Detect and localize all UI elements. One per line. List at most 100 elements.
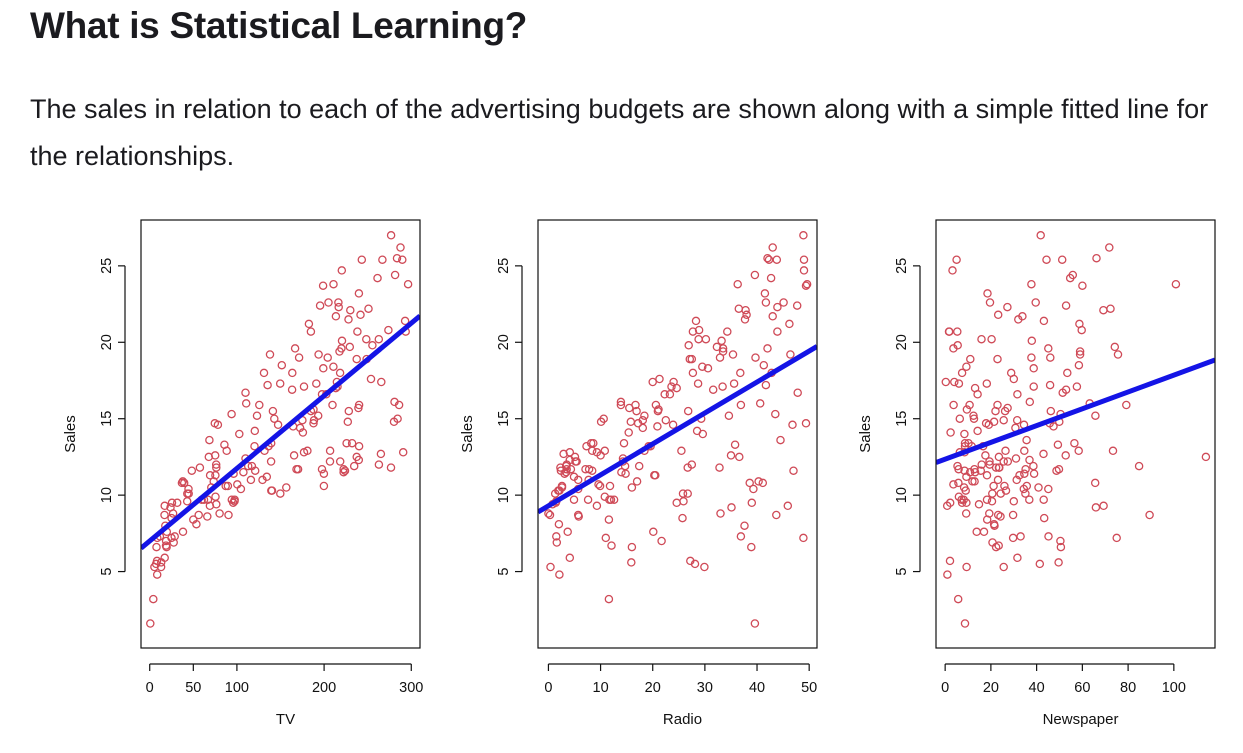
data-point — [1074, 360, 1084, 370]
data-point — [211, 492, 220, 501]
data-point — [736, 368, 745, 378]
data-point — [723, 327, 732, 336]
data-point — [582, 441, 591, 451]
data-point — [584, 464, 594, 474]
data-point — [726, 451, 736, 460]
data-point — [943, 570, 952, 579]
data-point — [788, 420, 797, 430]
y-axis-label: Sales — [62, 415, 79, 453]
x-tick-label: 100 — [225, 680, 249, 696]
data-point — [783, 501, 793, 511]
data-point — [649, 527, 658, 537]
data-point — [1061, 451, 1070, 460]
data-point — [1039, 495, 1048, 504]
data-point — [625, 403, 634, 413]
data-point — [287, 385, 297, 394]
data-point — [1063, 368, 1072, 378]
data-point — [569, 472, 579, 482]
y-tick-label: 10 — [894, 487, 910, 503]
data-point — [742, 310, 751, 320]
data-point — [993, 310, 1003, 320]
data-point — [779, 298, 788, 307]
y-tick-label: 5 — [99, 568, 115, 576]
data-point — [991, 406, 1000, 416]
data-point — [973, 390, 982, 399]
data-point — [999, 415, 1008, 425]
data-point — [1027, 353, 1036, 362]
x-tick-label: 30 — [697, 680, 713, 696]
data-point — [999, 457, 1008, 466]
data-point — [1056, 536, 1065, 546]
data-point — [991, 463, 1001, 472]
y-tick-label: 25 — [894, 258, 910, 274]
data-point — [161, 536, 171, 546]
data-point — [993, 510, 1003, 520]
data-point — [717, 336, 726, 346]
data-point — [687, 460, 697, 469]
data-point — [763, 344, 772, 353]
data-point — [952, 255, 961, 264]
data-point — [182, 497, 192, 506]
data-point — [979, 527, 989, 537]
data-point — [354, 455, 364, 465]
data-point — [215, 509, 224, 518]
x-tick-label: 50 — [801, 680, 817, 696]
y-tick-label: 15 — [894, 411, 910, 427]
data-point — [678, 489, 688, 498]
data-point — [573, 510, 583, 520]
data-point — [1061, 385, 1071, 394]
x-tick-label: 10 — [593, 680, 609, 696]
data-point — [353, 327, 362, 336]
data-point — [758, 478, 768, 488]
data-point — [583, 495, 593, 504]
data-point — [946, 428, 955, 437]
y-tick-label: 10 — [496, 487, 512, 503]
data-point — [1021, 464, 1030, 474]
data-point — [965, 400, 974, 410]
data-point — [604, 515, 614, 524]
data-point — [626, 417, 636, 427]
data-point — [960, 619, 970, 628]
data-point — [982, 379, 992, 388]
data-point — [263, 380, 272, 390]
data-point — [556, 466, 566, 475]
data-point — [160, 510, 169, 520]
data-point — [754, 477, 763, 486]
data-point — [793, 388, 802, 397]
data-point — [299, 382, 309, 391]
data-point — [688, 368, 698, 378]
x-tick-label: 50 — [185, 680, 201, 696]
data-point — [955, 414, 965, 423]
data-point — [309, 419, 318, 428]
data-point — [555, 570, 564, 579]
scatter-plot-tv-svg: 0 50 100 200 300 TV 5 10 15 20 25 Sales — [62, 219, 423, 728]
data-point — [1034, 483, 1043, 492]
data-point — [982, 515, 992, 524]
data-point — [941, 377, 951, 387]
data-point — [546, 562, 555, 572]
data-point — [1070, 438, 1079, 448]
data-point — [243, 461, 253, 471]
y-tick-label: 25 — [496, 258, 512, 274]
data-point — [239, 467, 248, 477]
data-point — [1019, 484, 1029, 494]
data-point — [1054, 558, 1063, 567]
data-point — [638, 415, 648, 425]
data-point — [994, 541, 1003, 550]
data-point — [290, 344, 300, 353]
data-point — [152, 542, 161, 552]
data-point — [605, 481, 615, 491]
data-point — [195, 463, 205, 472]
data-point — [559, 449, 568, 459]
x-tick-label: 40 — [749, 680, 765, 696]
data-point — [241, 388, 250, 397]
data-point — [352, 354, 361, 364]
page-title: What is Statistical Learning? — [30, 5, 528, 46]
y-tick-label: 5 — [496, 568, 512, 576]
data-point — [684, 341, 693, 350]
data-point — [378, 255, 387, 264]
data-point — [392, 253, 402, 263]
data-point — [344, 406, 354, 416]
data-point — [1000, 481, 1009, 491]
data-point — [694, 334, 703, 344]
